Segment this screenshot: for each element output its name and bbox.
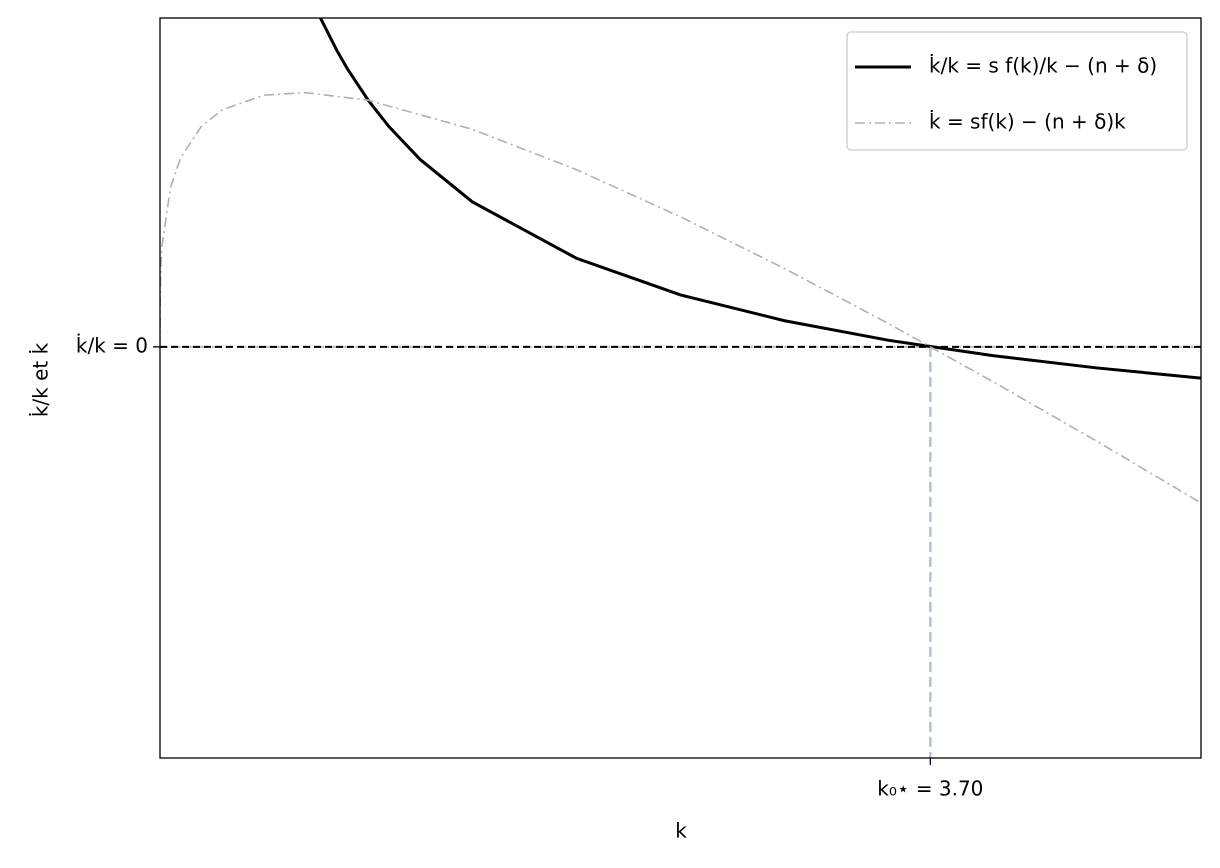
- plot-frame: [159, 17, 1202, 759]
- series-line: [318, 18, 1201, 380]
- legend-label: k̇/k = s f(k)/k − (n + δ): [929, 54, 1157, 78]
- x-axis-label: k: [675, 819, 687, 843]
- legend-box: [846, 31, 1188, 151]
- y-tick-label: k̇/k = 0: [76, 333, 148, 357]
- x-tick-label: k₀⋆ = 3.70: [877, 777, 983, 801]
- series-line: [160, 91, 1201, 504]
- y-axis-label: k̇/k et k̇: [29, 342, 53, 417]
- legend-label: k̇ = sf(k) − (n + δ)k: [929, 110, 1126, 134]
